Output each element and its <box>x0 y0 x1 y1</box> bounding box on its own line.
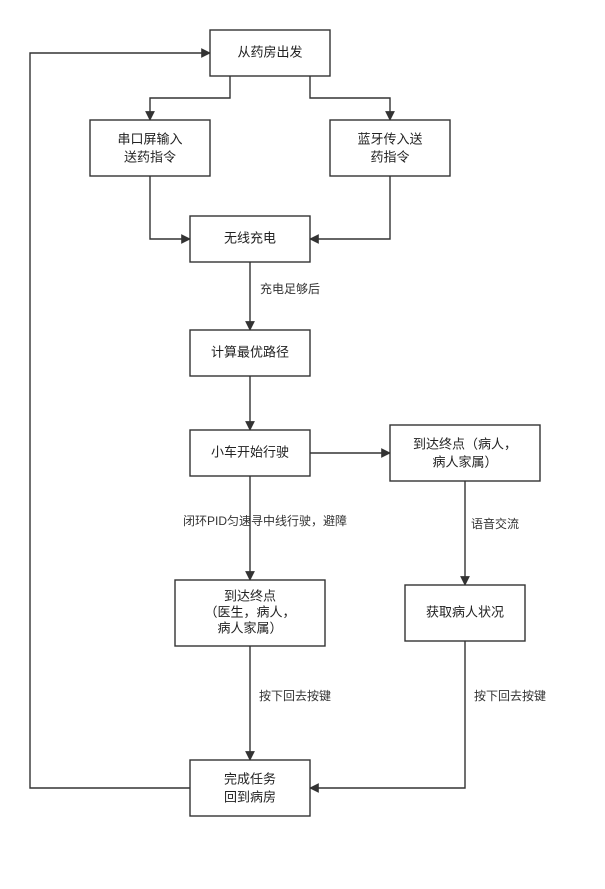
node-arrive-doctor: 到达终点 （医生，病人， 病人家属） <box>175 580 325 646</box>
node-start-label: 从药房出发 <box>237 44 302 59</box>
edge-status-to-finish <box>310 641 465 788</box>
edge-serial-to-charge <box>150 176 190 239</box>
node-finish: 完成任务 回到病房 <box>190 760 310 816</box>
node-finish-line2: 回到病房 <box>224 789 276 804</box>
flowchart-canvas: 充电足够后 闭环PID匀速寻中线行驶，避障 语音交流 按下回去按键 按下回去按键… <box>0 0 605 889</box>
node-serial-line2: 送药指令 <box>124 149 176 164</box>
edge-label-voice: 语音交流 <box>471 516 519 531</box>
node-calc-route: 计算最优路径 <box>190 330 310 376</box>
node-charge: 无线充电 <box>190 216 310 262</box>
edge-label-back-right: 按下回去按键 <box>474 689 546 703</box>
node-arrive-p-line2: 病人家属） <box>432 454 497 469</box>
edge-label-charge-to-calc: 充电足够后 <box>260 281 320 296</box>
node-serial-line1: 串口屏输入 <box>117 131 182 146</box>
edge-label-drive-to-arrive-d: 闭环PID匀速寻中线行驶，避障 <box>183 513 347 528</box>
edge-start-to-bluetooth <box>310 76 390 120</box>
node-arrive-d-line2: （医生，病人， <box>204 604 295 619</box>
node-arrive-patient: 到达终点（病人， 病人家属） <box>390 425 540 481</box>
node-status-label: 获取病人状况 <box>426 604 504 619</box>
node-charge-label: 无线充电 <box>224 230 276 245</box>
node-finish-line1: 完成任务 <box>224 771 276 786</box>
node-arrive-p-line1: 到达终点（病人， <box>413 436 517 451</box>
node-drive: 小车开始行驶 <box>190 430 310 476</box>
node-drive-label: 小车开始行驶 <box>211 444 289 459</box>
edge-start-to-serial <box>150 76 230 120</box>
node-bluetooth-line1: 蓝牙传入送 <box>357 131 422 146</box>
node-bluetooth-line2: 药指令 <box>370 149 409 164</box>
node-arrive-d-line3: 病人家属） <box>217 620 282 635</box>
edge-bluetooth-to-charge <box>310 176 390 239</box>
node-arrive-d-line1: 到达终点 <box>224 588 276 603</box>
node-start: 从药房出发 <box>210 30 330 76</box>
node-calc-label: 计算最优路径 <box>211 344 289 359</box>
node-serial-input: 串口屏输入 送药指令 <box>90 120 210 176</box>
edge-label-back-left: 按下回去按键 <box>259 689 331 703</box>
node-bluetooth-input: 蓝牙传入送 药指令 <box>330 120 450 176</box>
node-get-status: 获取病人状况 <box>405 585 525 641</box>
